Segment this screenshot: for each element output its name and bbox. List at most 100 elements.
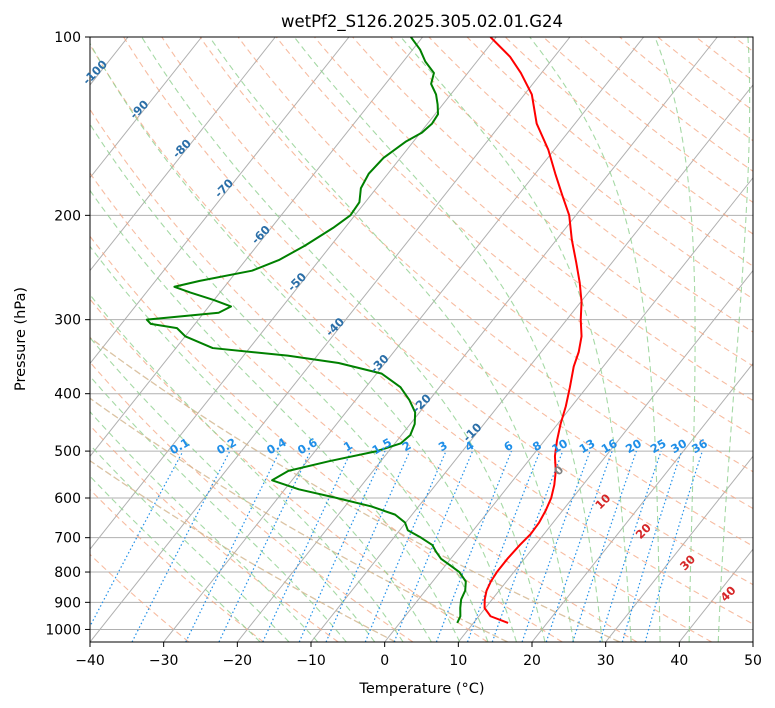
isotherm-label: -40 [323,315,348,340]
mixing-ratio-line [572,450,637,642]
isotherm-gridline [163,37,645,642]
mixing-ratio-line [393,450,474,642]
mixing-ratio-line [644,450,703,642]
y-tick-label: 500 [54,444,81,460]
isotherm-gridline [90,37,497,550]
mixing-ratio-label: 8 [530,438,544,454]
mixing-ratio-label: 1 [341,438,355,454]
moist-adiabat [717,37,751,642]
dewpoint-profile [145,37,467,624]
isotherm-gridline [90,37,424,458]
mixing-ratio-line [185,450,281,642]
dry-adiabat [199,37,753,510]
x-tick-label: −10 [296,653,326,669]
dry-adiabat [90,108,712,642]
y-tick-label: 800 [54,565,81,581]
chart-title: wetPf2_S126.2025.305.02.01.G24 [281,12,563,32]
x-tick-label: 20 [523,653,541,669]
isotherm-gridline [310,84,753,642]
moist-adiabat [293,37,603,642]
x-tick-label: 0 [380,653,389,669]
mixing-ratio-label: 30 [668,436,689,456]
mixing-ratio-label: 6 [501,438,515,454]
isotherm-gridline [605,455,753,642]
dry-adiabat [161,37,753,547]
dry-adiabat [542,37,753,204]
dry-adiabat [390,37,753,333]
moist-adiabat [90,410,319,642]
mixing-ratio-label: 4 [463,438,477,454]
mixing-ratio-line [621,450,683,642]
moist-adiabat [90,336,376,642]
x-tick-label: −20 [223,653,253,669]
y-axis-label: Pressure (hPa) [13,287,29,391]
y-tick-label: 300 [54,313,81,329]
x-tick-label: 10 [449,653,467,669]
dry-adiabat [466,37,753,267]
curved-guide-line [90,397,508,642]
mixing-ratio-line [131,450,231,642]
dry-adiabat [123,37,753,586]
mixing-ratio-label: 3 [436,438,450,454]
moist-adiabat [400,37,632,642]
mixing-ratio-label: 20 [623,436,644,456]
dry-adiabat [237,37,753,473]
mixing-ratio-line [325,450,411,642]
y-tick-label: 700 [54,531,81,547]
mixing-ratio-line [599,450,662,642]
mixing-ratio-label: 10 [549,436,570,456]
x-tick-label: 50 [744,653,762,669]
mixing-ratio-line [364,450,447,642]
moist-adiabat [90,375,347,642]
moist-adiabat-label: 30 [677,552,698,573]
moist-adiabat [141,37,546,642]
x-tick-label: −30 [149,653,179,669]
x-axis-label: Temperature (°C) [358,681,484,697]
moist-adiabat-label: 20 [633,521,654,542]
moist-adiabat [90,293,404,642]
dry-adiabat [90,235,563,642]
isotherm-gridline [457,269,753,642]
mixing-ratio-line [435,450,513,642]
isotherm-gridline [236,37,718,642]
y-tick-label: 1000 [45,622,81,638]
mixing-ratio-label: 25 [648,436,669,456]
y-tick-label: 400 [54,387,81,403]
mixing-ratio-line [466,450,541,642]
mixing-ratio-line [298,450,386,642]
moist-adiabat [654,37,696,642]
x-tick-label: 40 [670,653,688,669]
moist-adiabat [90,123,489,642]
mixing-ratio-label: 13 [577,436,598,456]
mixing-ratio-label: 0.2 [214,435,239,457]
isotherm-label: -100 [80,57,110,87]
isotherm-gridline [752,641,753,642]
dry-adiabat [90,424,339,642]
isotherm-gridline [384,176,753,642]
moist-adiabat [90,475,261,642]
y-tick-label: 600 [54,491,81,507]
mixing-ratio-label: 16 [599,436,620,456]
moist-adiabat [90,245,432,642]
moist-adiabat [90,42,517,642]
isotherm-gridline [90,37,276,272]
dry-adiabat [313,37,753,402]
isotherm-label: -90 [127,97,152,122]
y-tick-label: 100 [54,30,81,46]
y-tick-label: 200 [54,208,81,224]
mixing-ratio-label: 0.4 [264,435,289,457]
mixing-ratio-label: 2 [400,438,414,454]
plot-lines [90,37,753,642]
dry-adiabat [351,37,753,367]
dry-adiabat [275,37,753,437]
moist-adiabat [209,37,575,642]
mixing-ratio-line [90,450,184,628]
isotherm-gridline [90,37,203,179]
dry-adiabat [90,172,638,642]
plot-frame [89,36,754,643]
dry-adiabat [695,37,753,82]
isotherm-label: -80 [169,136,194,161]
moist-adiabat-label: 10 [592,491,613,512]
